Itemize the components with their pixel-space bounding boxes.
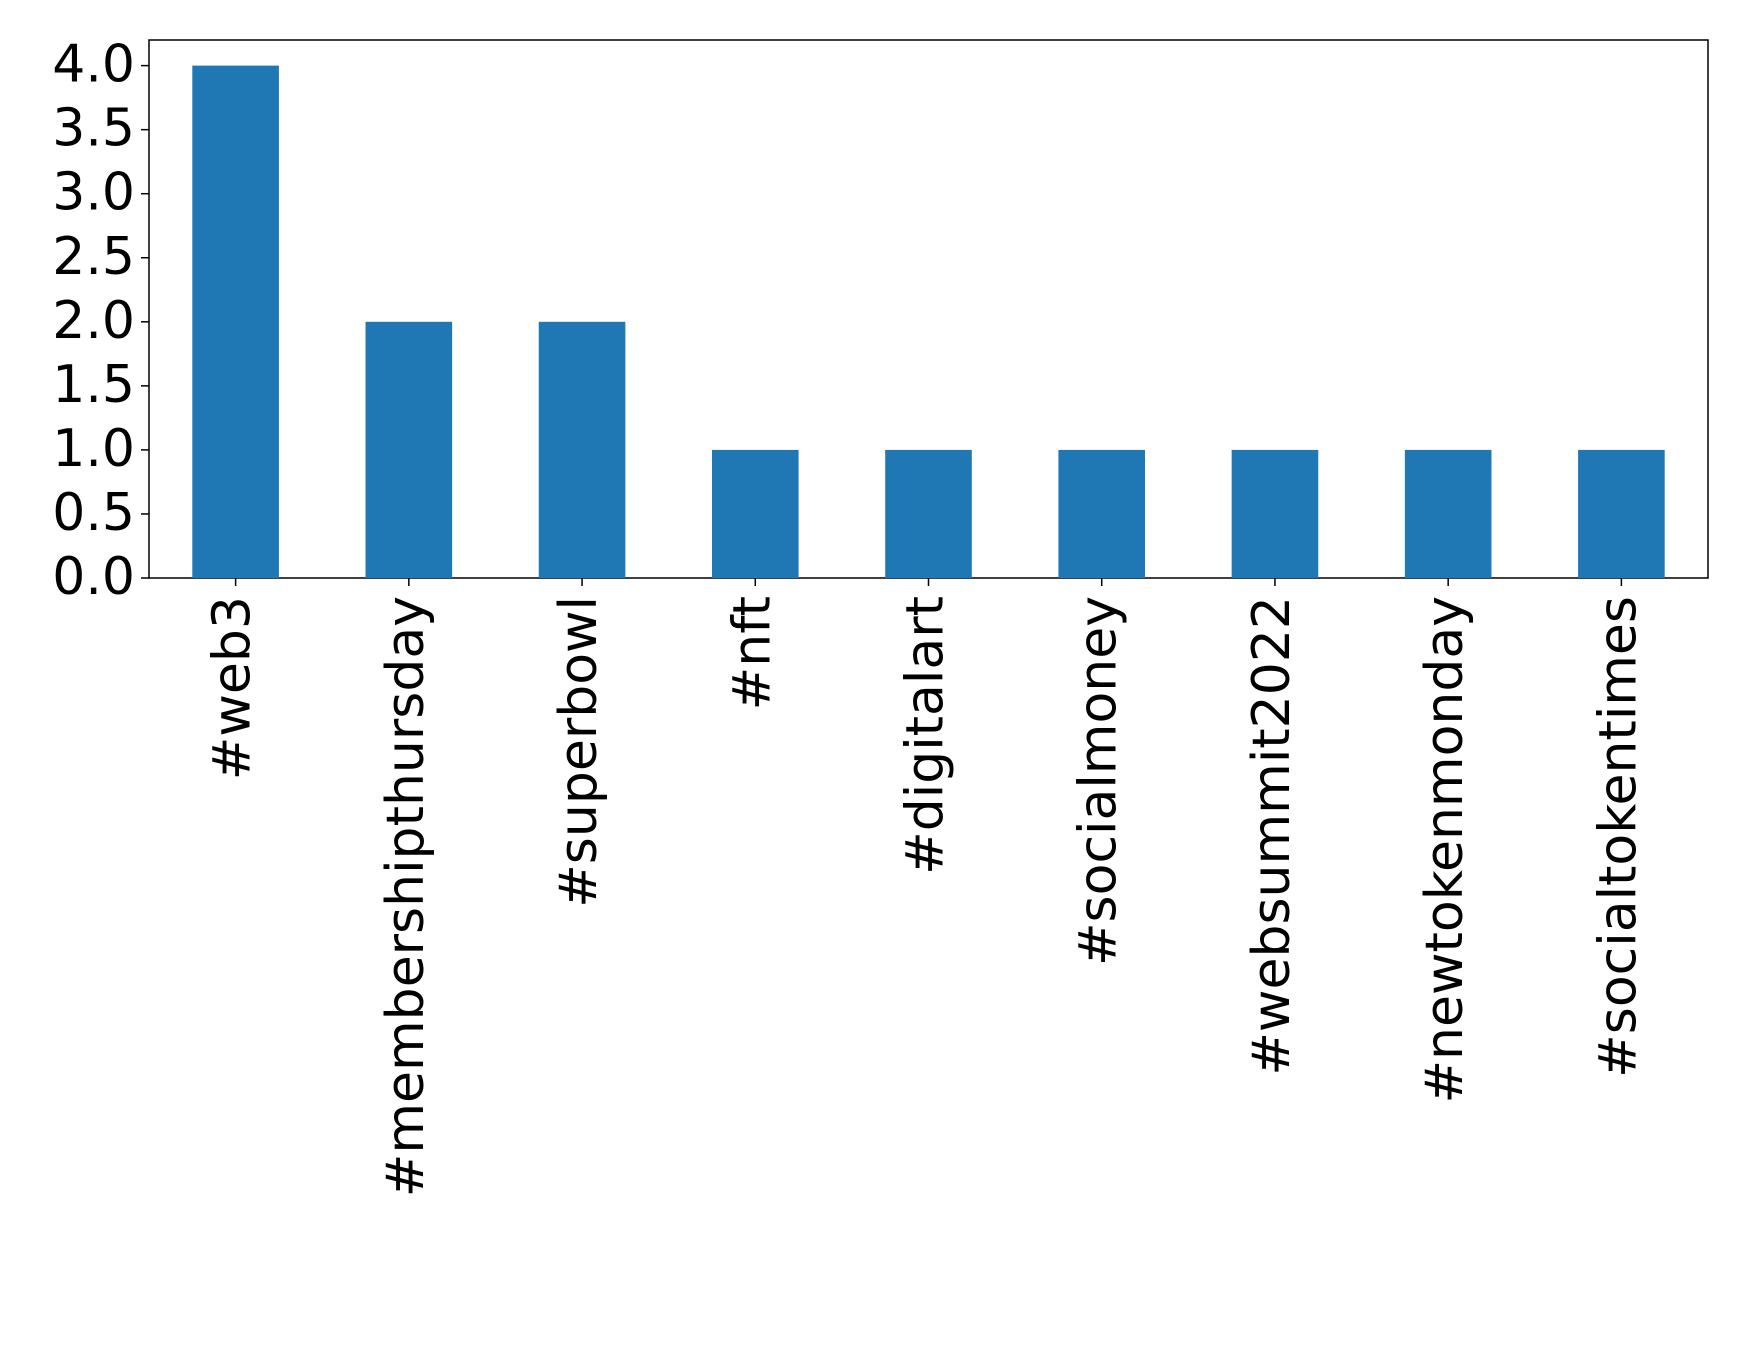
- bar: [1404, 449, 1492, 578]
- y-tick-label: 4.0: [52, 35, 135, 95]
- x-tick-label: #digitalart: [896, 596, 956, 875]
- bar: [1578, 449, 1665, 578]
- y-tick-label: 3.5: [52, 99, 135, 159]
- bar: [538, 321, 626, 578]
- bar: [885, 449, 972, 578]
- x-tick-label: #socialmoney: [1069, 596, 1129, 966]
- y-tick-label: 0.5: [52, 483, 135, 543]
- x-tick-label: #superbowl: [549, 596, 609, 908]
- bar: [365, 321, 453, 578]
- y-tick-label: 0.0: [52, 547, 135, 607]
- x-tick-label: #nft: [722, 596, 782, 710]
- y-tick-label: 3.0: [52, 163, 135, 223]
- y-tick-label: 2.0: [52, 291, 135, 351]
- x-tick-label: #newtokenmonday: [1415, 596, 1475, 1104]
- x-tick-label: #web3: [203, 596, 263, 780]
- x-tick-label: #membershipthursday: [376, 596, 436, 1197]
- bar: [192, 65, 279, 579]
- x-tick-label: #socialtokentimes: [1588, 596, 1648, 1078]
- y-tick-label: 1.5: [52, 355, 135, 415]
- bar: [1231, 449, 1319, 578]
- bar: [711, 449, 799, 578]
- y-tick-label: 2.5: [52, 227, 135, 287]
- bar: [1058, 449, 1146, 578]
- y-tick-label: 1.0: [52, 419, 135, 479]
- x-tick-label: #websummit2022: [1242, 596, 1302, 1076]
